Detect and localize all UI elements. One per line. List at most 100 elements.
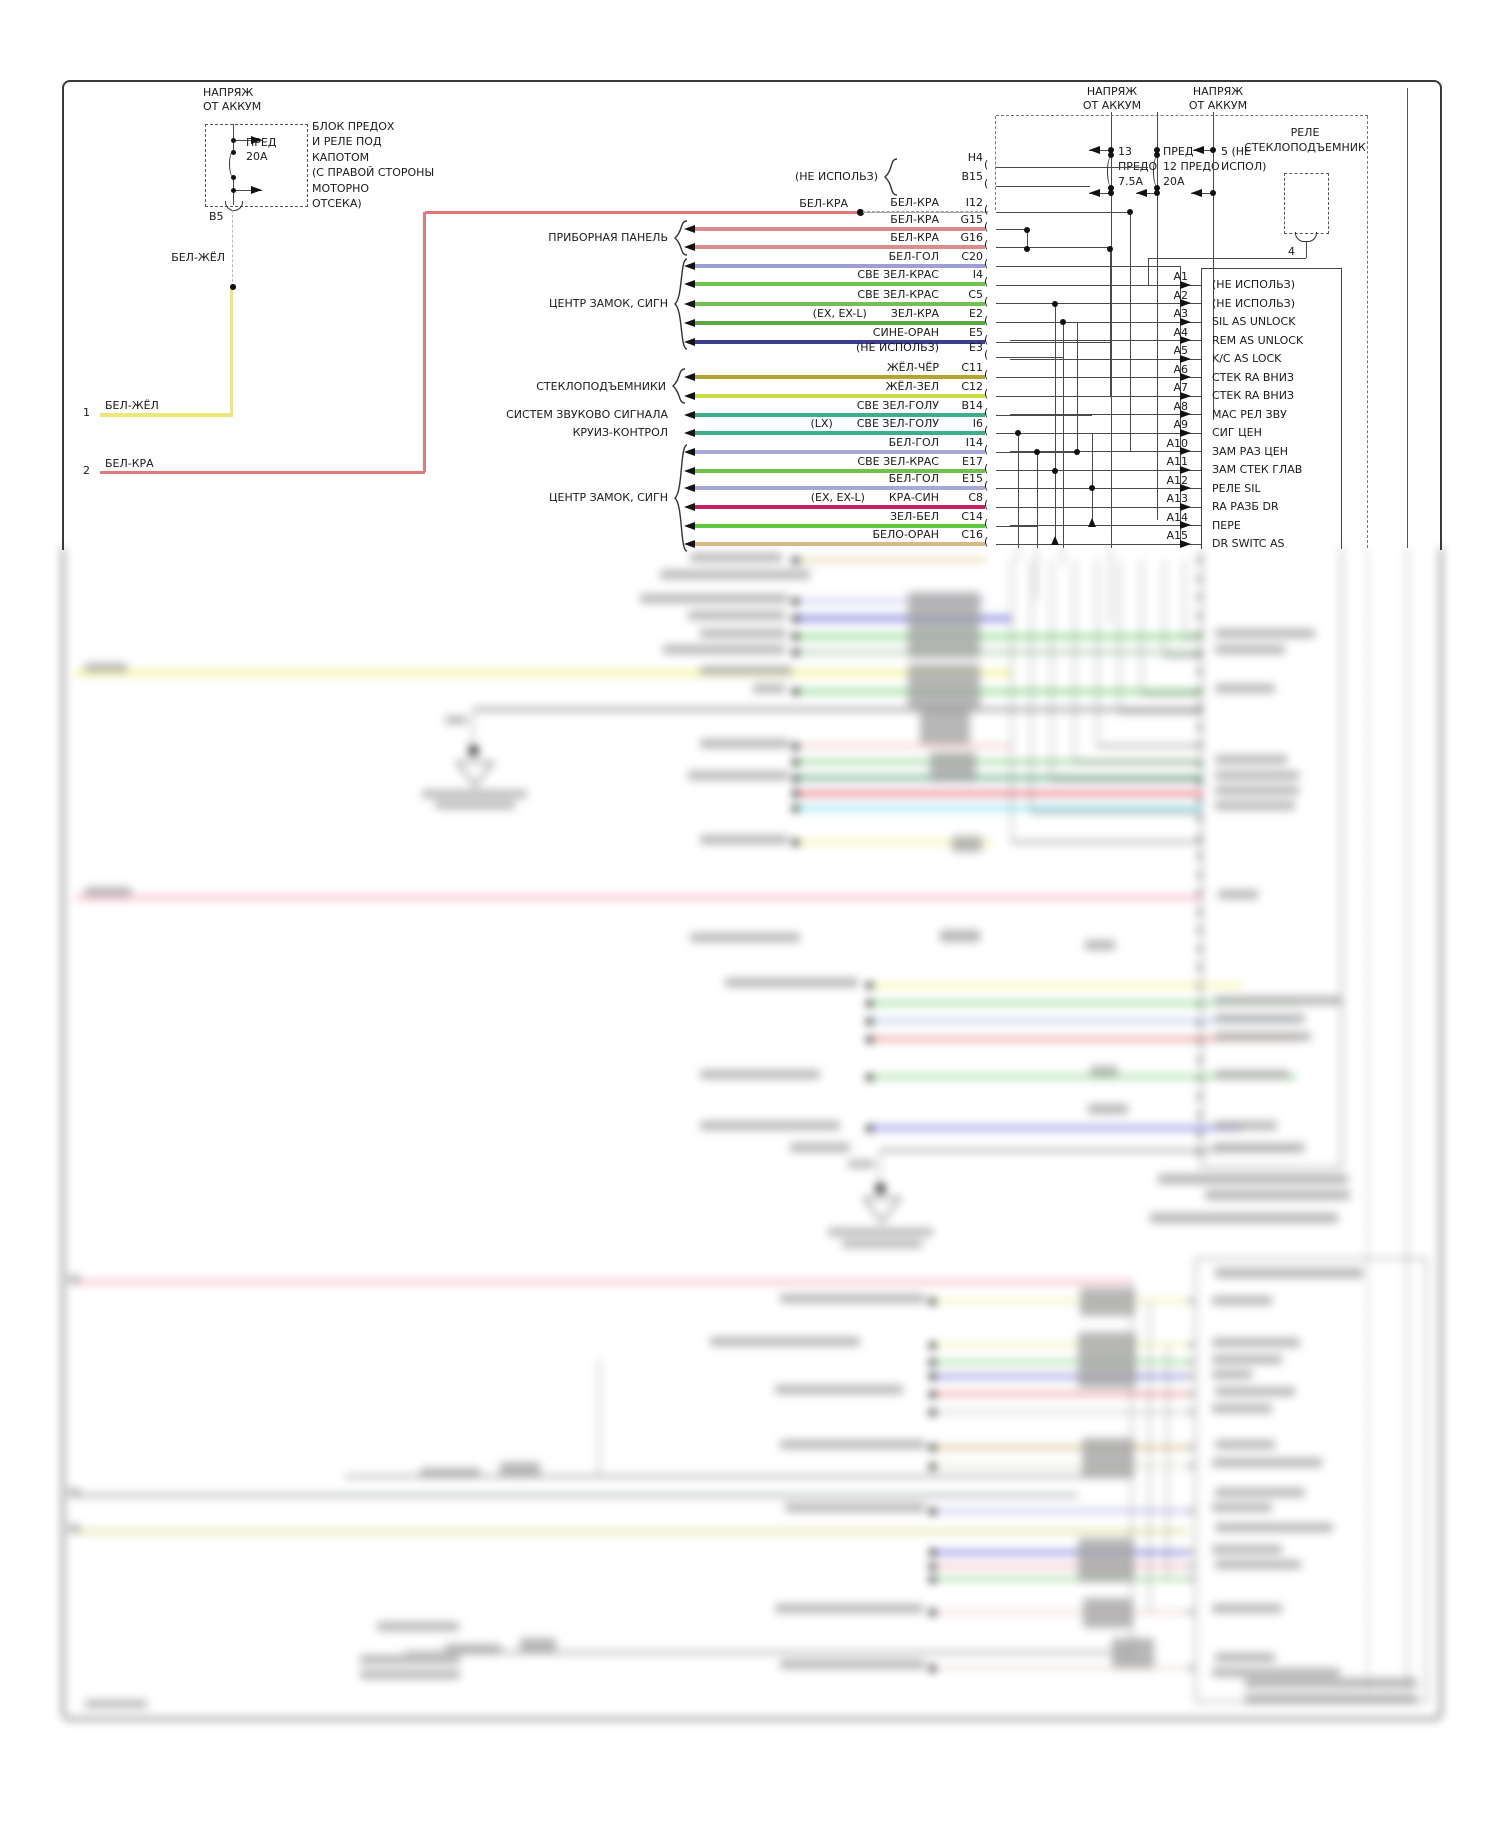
connector-pin-id: C11: [961, 361, 983, 374]
arrow-left-icon: [684, 224, 695, 233]
blurred-wire-row: [935, 1343, 1188, 1347]
junction-dot: [1127, 209, 1133, 215]
box-edge-tick: [1189, 1564, 1193, 1568]
blurred-wire-row: [798, 840, 992, 844]
arrow-right-icon: [1180, 410, 1191, 418]
connector-terminal-icon: (: [984, 220, 989, 233]
wire-row-line: [695, 227, 985, 231]
wire-color-name: СВЕ ЗЕЛ-ГОЛУ: [856, 399, 939, 412]
mesh-horizontal-line: [996, 321, 1201, 323]
dashed-boundary-line: [1367, 116, 1369, 548]
blurred-vertical-line: [1097, 560, 1099, 746]
blurred-text-blob: [1215, 1070, 1289, 1079]
blurred-text-blob: [908, 664, 980, 710]
mesh-vertical-line: [1062, 322, 1064, 548]
connector-pin-id: E2: [969, 307, 983, 320]
wire-row-line: [695, 302, 985, 306]
connector-pin-id: E3: [969, 341, 983, 354]
blurred-wire-row: [798, 633, 1203, 639]
wire-row-label: H4: [949, 151, 983, 164]
junction-dot: [1074, 449, 1080, 455]
wire-row-line: [695, 413, 985, 417]
blurred-wire-row: [935, 1360, 1188, 1364]
dashed-boundary-line: [995, 116, 997, 210]
box-edge-tick: [1197, 780, 1201, 784]
mesh-horizontal-line: [996, 302, 1201, 304]
connector-pin-id: C8: [968, 491, 983, 504]
junction-dot: [791, 687, 799, 695]
blurred-text-blob: [1245, 1678, 1417, 1688]
arrow-right-icon: [1180, 502, 1191, 511]
mesh-vertical-line: [1091, 433, 1093, 527]
junction-dot: [1060, 319, 1066, 325]
blurred-wire-row: [405, 1650, 1132, 1654]
blurred-wire-row: [798, 760, 1203, 764]
blurred-text-blob: [1212, 1458, 1322, 1467]
fuse-box-description: БЛОК ПРЕДОХ И РЕЛЕ ПОД КАПОТОМ (С ПРАВОЙ…: [312, 119, 434, 211]
box-edge-tick: [1197, 1057, 1201, 1062]
wire-color-name: СВЕ ЗЕЛ-КРАС: [857, 268, 939, 281]
battery-voltage-line1: НАПРЯЖ: [203, 86, 254, 99]
blurred-text-blob: [1082, 1438, 1134, 1478]
blurred-wire-row: [935, 1610, 1188, 1614]
blurred-text-blob: [700, 1121, 840, 1130]
blurred-text-blob: [1215, 1268, 1363, 1278]
blurred-wire-row: [75, 1493, 1078, 1497]
junction-dot: [230, 137, 236, 143]
box-edge-tick: [1189, 1666, 1193, 1670]
blurred-vertical-line: [1141, 560, 1143, 694]
junction-dot: [1210, 147, 1216, 153]
connector-pin-id: I4: [972, 268, 983, 281]
box-edge-tick: [1197, 798, 1201, 803]
door-lock-unit-box-lower: [1201, 548, 1342, 1168]
fuse12-1: ПРЕД: [1163, 145, 1194, 158]
mesh-horizontal-line: [996, 414, 1092, 416]
blurred-text-blob: [1215, 996, 1343, 1005]
blurred-text-blob: [1212, 1545, 1282, 1554]
mesh-horizontal-line: [996, 525, 1037, 527]
blurred-wire-row: [75, 670, 1012, 676]
connector-pin-id: G16: [960, 231, 983, 244]
component-group-label: ЦЕНТР ЗАМОК, СИГН: [548, 297, 668, 310]
junction-dot: [928, 1408, 936, 1416]
arrow-right-icon: [1180, 428, 1191, 437]
wire-row-line: [695, 486, 985, 490]
wire1-vertical: [230, 287, 234, 415]
junction-dot: [928, 1390, 936, 1398]
blurred-text-blob: [920, 706, 970, 744]
blurred-text-blob: [1078, 1538, 1134, 1582]
wire-bel-zhel-upper-label: БЕЛ-ЖЁЛ: [171, 251, 225, 264]
mesh-vertical-line: [1129, 212, 1131, 452]
wire1-number: 1: [83, 406, 90, 419]
blurred-vertical-line: [1184, 560, 1186, 638]
blurred-text-blob: [775, 1385, 903, 1394]
blurred-text-blob: [420, 1468, 480, 1478]
abox-pin-id: A9: [1173, 418, 1188, 431]
mesh-horizontal-line: [996, 543, 1201, 545]
wire-color-name: ЖЁЛ-ЧЁР: [886, 361, 939, 374]
arrow-right-icon: [1180, 447, 1191, 455]
junction-dot: [1024, 246, 1030, 252]
battery-voltage-label-mid: НАПРЯЖ ОТ АККУМ: [1075, 85, 1149, 114]
blurred-text-blob: [68, 1488, 80, 1497]
blurred-text-blob: [952, 836, 982, 852]
blurred-text-blob: [1215, 1014, 1305, 1023]
abox-pin-id: A4: [1173, 325, 1188, 339]
abox-pin-label: RA РАЗБ DR: [1212, 500, 1279, 513]
junction-dot: [791, 632, 799, 640]
arrow-right-icon: [1180, 391, 1191, 400]
mesh-horizontal-line: [996, 265, 1180, 267]
blurred-vertical-line: [472, 712, 474, 758]
blurred-vertical-line: [1011, 560, 1013, 842]
box-edge-tick: [1189, 1410, 1193, 1414]
blurred-wire-row: [798, 776, 1203, 780]
blurred-text-blob: [1215, 1440, 1275, 1449]
blurred-text-blob: [753, 684, 785, 693]
wire-color-name: ЗЕЛ-БЕЛ: [889, 510, 939, 523]
wire-row-label: (НЕ ИСПОЛЬЗ) E3: [856, 341, 983, 354]
junction-dot: [1024, 227, 1030, 233]
wire-variant-prefix: (LX): [810, 417, 833, 430]
junction-dot: [1034, 449, 1040, 455]
blurred-vertical-line: [1149, 1300, 1151, 1612]
